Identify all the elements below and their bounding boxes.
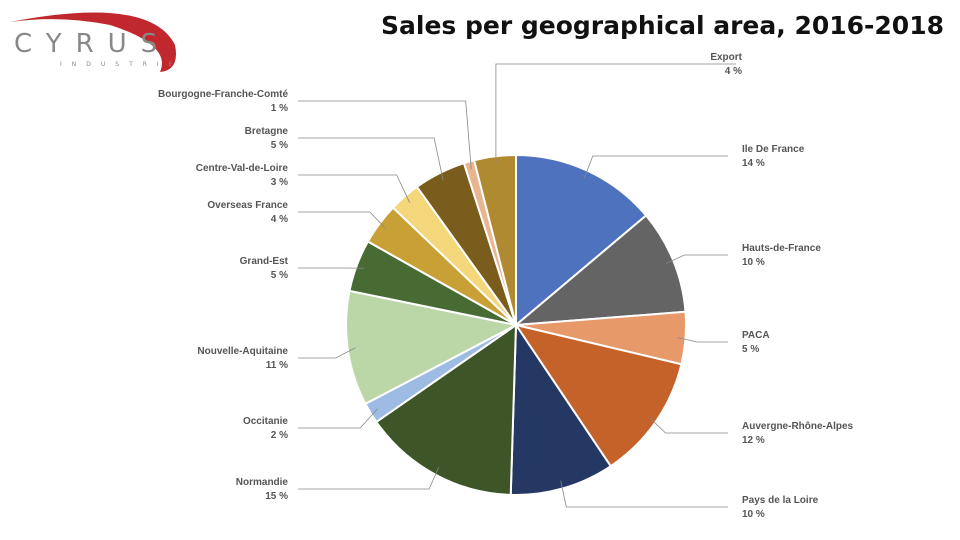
leader-line [560,480,728,508]
slice-label: Hauts-de-France [742,243,821,254]
pie-slice [513,323,683,468]
leader-line [298,347,356,359]
slice-label: Ile De France [742,144,805,155]
slice-value: 2 % [271,430,288,441]
pie-slice [472,153,517,326]
slice-value: 5 % [271,270,288,281]
slice-label: Centre-Val-de-Loire [196,163,289,174]
slice-label: Grand-Est [240,256,289,267]
slice-value: 14 % [742,158,765,169]
slice-label: PACA [742,330,770,341]
logo-swoosh [10,12,176,72]
slice-value: 10 % [742,509,765,520]
leader-line [495,63,736,165]
pie-slice [345,289,519,406]
slice-value: 12 % [742,435,765,446]
leader-line [677,337,728,343]
leader-line [665,254,728,264]
slice-value: 4 % [271,214,288,225]
chart-title: Sales per geographical area, 2016-2018 [381,11,944,40]
slice-value: 4 % [725,66,742,77]
pie-slice [374,323,518,496]
slice-value: 11 % [266,360,288,371]
slice-value: 1 % [271,103,288,114]
logo-name: CYRUS [14,29,171,59]
leader-line [298,408,378,429]
slice-label: Overseas France [207,200,288,211]
slice-label: Pays de la Loire [742,495,819,506]
leader-line [583,155,728,179]
slice-value: 5 % [742,344,759,355]
slice-label: Auvergne-Rhône-Alpes [742,421,854,432]
slice-label: Occitanie [243,416,288,427]
slice-value: 5 % [271,140,288,151]
slice-value: 10 % [742,257,765,268]
leader-line [298,100,472,170]
leader-line [298,467,440,490]
leader-line [298,137,444,181]
slice-label: Bourgogne-Franche-Comté [158,89,288,100]
slice-label: Export [710,52,742,63]
slice-label: Normandie [236,477,289,488]
leader-line [298,174,411,203]
pie-slice [509,321,613,496]
leader-line [648,417,728,434]
slice-label: Nouvelle-Aquitaine [197,346,288,357]
slice-value: 15 % [265,491,288,502]
leader-line [298,211,387,229]
slice-label: Bretagne [245,126,289,137]
logo-tagline: INDUSTRIE [60,61,182,68]
slice-value: 3 % [271,177,288,188]
pie-slice [515,153,648,328]
